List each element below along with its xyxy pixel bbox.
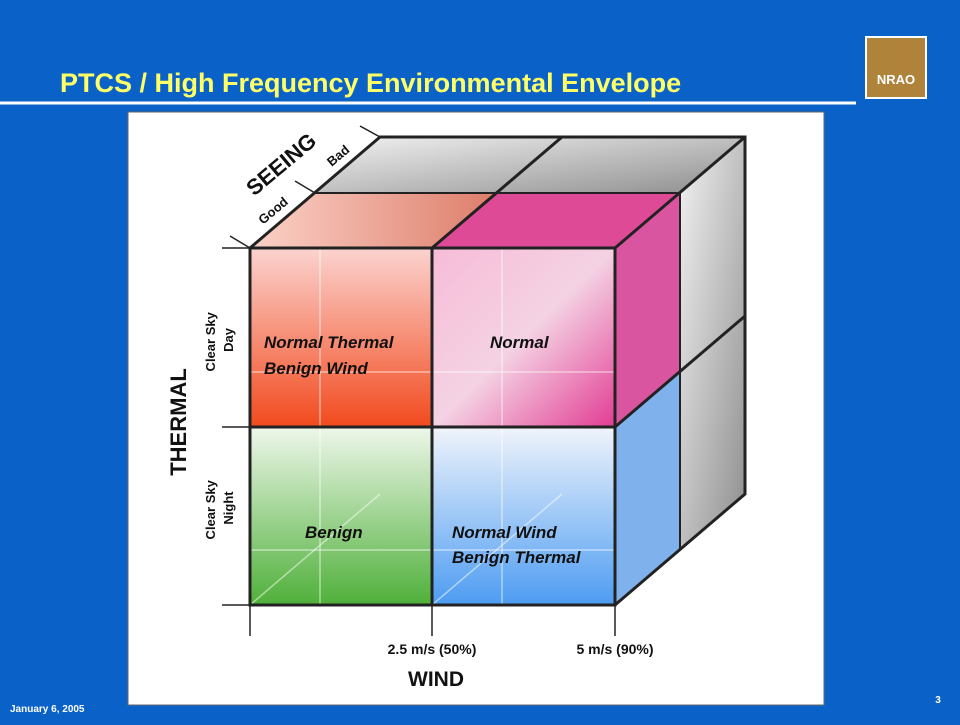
- logo-text: NRAO: [877, 72, 915, 87]
- cell-label-line: Normal Thermal: [264, 333, 395, 352]
- thermal-level-line: Clear Sky: [203, 311, 218, 371]
- page-number: 3: [935, 695, 941, 706]
- cell-label: Benign: [305, 523, 363, 542]
- footer-date: January 6, 2005: [10, 704, 85, 715]
- cell-label-line: Benign Thermal: [452, 548, 582, 567]
- cell-normal-wind: [432, 427, 615, 605]
- wind-level: 5 m/s (90%): [576, 641, 653, 657]
- axis-ticks: [222, 125, 616, 636]
- logo: [865, 36, 927, 99]
- thermal-level: Clear Sky Night: [203, 477, 236, 540]
- top-good-left: [250, 193, 497, 248]
- cell-label: Normal Wind Benign Thermal: [452, 523, 582, 567]
- thermal-level-line: Day: [221, 327, 236, 352]
- wind-level: 2.5 m/s (50%): [388, 641, 477, 657]
- top-good-right: [432, 193, 680, 248]
- cell-label-line: Normal Wind: [452, 523, 557, 542]
- cell-label-line: Normal: [490, 333, 550, 352]
- side-upper: [615, 193, 680, 427]
- thermal-level-line: Clear Sky: [203, 479, 218, 539]
- cell-label-line: Benign Wind: [264, 359, 368, 378]
- thermal-level-line: Night: [221, 491, 236, 525]
- cell-benign: [250, 427, 432, 605]
- cell-normal-thermal: [250, 248, 432, 427]
- thermal-label: THERMAL: [166, 368, 191, 476]
- slide-title: PTCS / High Frequency Environmental Enve…: [60, 68, 681, 98]
- side-lower: [615, 372, 680, 605]
- cell-normal: [432, 248, 615, 427]
- wind-label: WIND: [408, 668, 464, 691]
- cell-label-line: Benign: [305, 523, 363, 542]
- cell-label: Normal Thermal Benign Wind: [264, 333, 398, 378]
- thermal-level: Clear Sky Day: [203, 309, 236, 372]
- cell-label: Normal: [490, 333, 550, 352]
